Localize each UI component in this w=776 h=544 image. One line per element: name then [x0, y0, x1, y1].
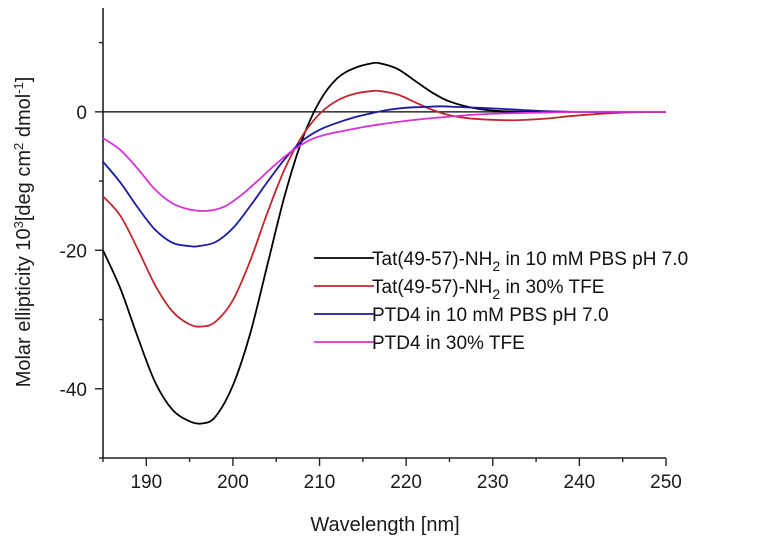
- x-tick-label: 200: [217, 472, 249, 493]
- y-axis-title-sup-1: 3: [11, 221, 26, 228]
- x-tick-label: 250: [650, 472, 682, 493]
- legend-label-subscript: 2: [492, 258, 500, 274]
- x-axis-title: Wavelength [nm]: [310, 514, 459, 536]
- legend-item-ptd4-pbs-label: PTD4 in 10 mM PBS pH 7.0: [372, 305, 609, 326]
- legend-item-ptd4-tfe-label: PTD4 in 30% TFE: [372, 333, 525, 354]
- y-tick-label: 0: [76, 103, 87, 124]
- y-axis-title: Molar ellipticity 103[deg cm2 dmol-1]: [11, 77, 35, 388]
- legend-label-text: PTD4 in 30% TFE: [372, 333, 525, 354]
- series-ptd4-tfe-line: [102, 110, 666, 212]
- legend-background: [310, 238, 770, 366]
- legend-label-text: PTD4 in 10 mM PBS pH 7.0: [372, 305, 609, 326]
- x-tick-label: 190: [130, 472, 162, 493]
- legend-item-tat-tfe-label: Tat(49-57)-NH2 in 30% TFE: [372, 277, 604, 302]
- y-axis-title-prefix: Molar ellipticity 10: [13, 228, 35, 387]
- y-axis-title-suffix: dmol: [13, 94, 35, 143]
- x-tick-label: 240: [564, 472, 596, 493]
- x-tick-label: 230: [477, 472, 509, 493]
- y-axis-title-mid: [deg cm: [13, 150, 35, 221]
- axes: 190 200 210 220 230 240 250 0 -20 -40: [60, 8, 682, 493]
- series-group: [102, 61, 667, 425]
- y-axis-title-end: ]: [13, 77, 35, 83]
- legend-label-text: Tat(49-57)-NH: [372, 277, 492, 298]
- x-tick-label: 210: [304, 472, 336, 493]
- series-ptd4-pbs-line: [102, 105, 666, 248]
- y-tick-label: -20: [60, 241, 87, 262]
- legend-label-text: in 30% TFE: [500, 277, 604, 298]
- y-tick-label: -40: [60, 380, 87, 401]
- y-axis-title-sup-2: 2: [11, 143, 26, 150]
- legend-item-tat-pbs-label: Tat(49-57)-NH2 in 10 mM PBS pH 7.0: [372, 249, 688, 274]
- legend-label-text: Tat(49-57)-NH: [372, 249, 492, 270]
- series-tat-tfe-line: [102, 89, 667, 328]
- y-axis-title-sup-3: -1: [11, 82, 26, 94]
- x-tick-label: 220: [390, 472, 422, 493]
- legend: Tat(49-57)-NH2 in 10 mM PBS pH 7.0Tat(49…: [310, 238, 770, 366]
- legend-label-text: in 10 mM PBS pH 7.0: [500, 249, 688, 270]
- series-tat-pbs-line: [102, 61, 666, 425]
- legend-label-subscript: 2: [492, 286, 500, 302]
